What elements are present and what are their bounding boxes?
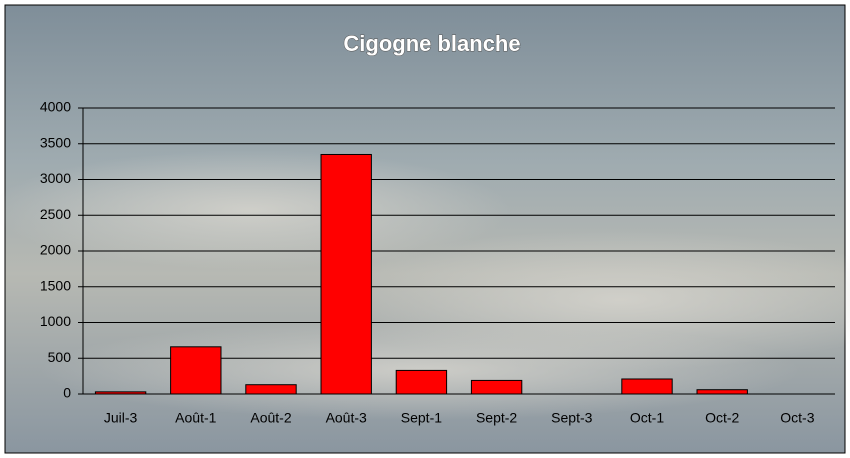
cloud bbox=[0, 150, 510, 270]
x-tick-label: Oct-3 bbox=[780, 410, 814, 426]
x-tick-label: Sept-2 bbox=[476, 410, 517, 426]
bar bbox=[395, 369, 448, 395]
y-tick-label: 3500 bbox=[40, 134, 71, 150]
x-tick-label: Août-3 bbox=[326, 410, 367, 426]
x-tick-label: Oct-1 bbox=[630, 410, 664, 426]
x-tick-label: Oct-2 bbox=[705, 410, 739, 426]
y-tick-label: 1000 bbox=[40, 313, 71, 329]
y-tick-label: 3000 bbox=[40, 170, 71, 186]
bar bbox=[245, 384, 297, 395]
y-tick-label: 2000 bbox=[40, 242, 71, 258]
bar bbox=[94, 391, 147, 395]
y-tick-label: 500 bbox=[48, 349, 72, 365]
y-tick-label: 4000 bbox=[40, 99, 71, 115]
y-tick-label: 2500 bbox=[40, 206, 71, 222]
bar bbox=[696, 389, 748, 395]
bar bbox=[621, 378, 673, 395]
plot-area: 0 500 1000 1500 2000 2500 3000 3500 4000 Juil-3 Ao… bbox=[40, 99, 835, 426]
x-tick-label: Sept-1 bbox=[401, 410, 442, 426]
bar bbox=[170, 346, 222, 395]
x-tick-label: Août-1 bbox=[175, 410, 216, 426]
x-tick-label: Août-2 bbox=[250, 410, 291, 426]
chart-title: Cigogne blanche bbox=[343, 31, 520, 56]
bar bbox=[470, 379, 523, 395]
y-tick-label: 1500 bbox=[40, 277, 71, 293]
x-tick-label: Juil-3 bbox=[104, 410, 138, 426]
bar bbox=[320, 153, 372, 395]
x-tick-label: Sept-3 bbox=[551, 410, 592, 426]
y-tick-label: 0 bbox=[63, 385, 71, 401]
